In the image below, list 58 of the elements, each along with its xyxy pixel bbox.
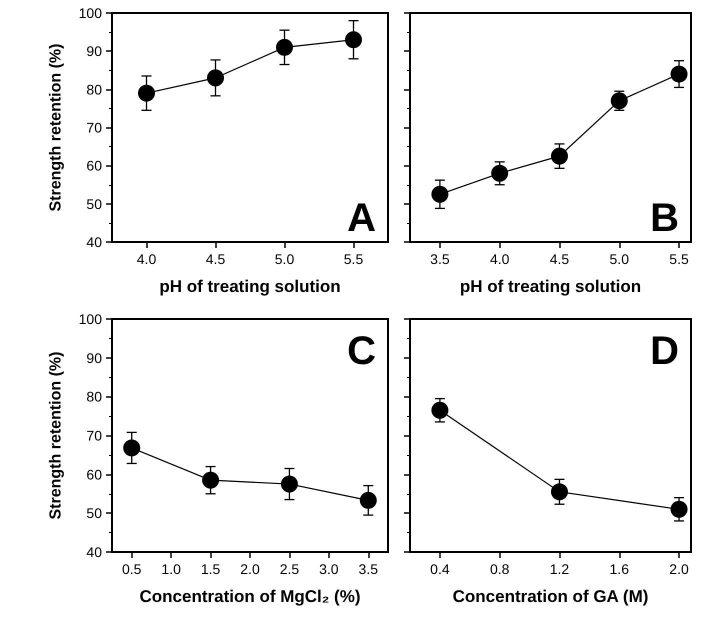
point [431, 186, 448, 203]
x-axis-title: Concentration of GA (M) [452, 587, 648, 606]
x-tick-label: 1.0 [161, 561, 182, 577]
point [280, 476, 298, 493]
x-tick-label: 2.0 [669, 561, 689, 577]
point [550, 148, 568, 165]
y-tick-label: 40 [86, 544, 102, 560]
y-tick-label: 60 [86, 158, 102, 174]
annotation: A [347, 196, 376, 240]
point [610, 92, 628, 110]
point [360, 492, 377, 509]
x-tick-label: 4.5 [206, 251, 226, 267]
point [345, 31, 362, 48]
y-tick-label: 40 [86, 234, 102, 250]
y-tick-label: 80 [86, 388, 102, 405]
x-tick-label: 1.2 [550, 561, 570, 577]
x-axis-title: pH of treating solution [159, 277, 341, 296]
annotation: C [347, 329, 376, 373]
x-tick-label: 1.5 [200, 561, 221, 577]
x-tick-label: 0.5 [122, 561, 142, 577]
point [207, 69, 224, 86]
x-tick-label: 3.5 [358, 561, 378, 577]
y-tick-label: 80 [86, 81, 102, 98]
x-tick-label: 4.0 [136, 251, 156, 267]
y-axis-title: Strength retention (%) [48, 44, 64, 212]
x-tick-label: 5.5 [669, 251, 689, 267]
point [276, 38, 293, 56]
x-tick-label: 5.5 [344, 251, 364, 267]
y-axis-title: Strength retention (%) [48, 352, 64, 520]
x-axis-title: Concentration of MgCl₂ (%) [140, 587, 360, 606]
x-tick-label: 1.6 [610, 561, 630, 577]
x-tick-label: 5.0 [274, 251, 294, 267]
y-tick-label: 100 [78, 311, 102, 327]
y-tick-label: 70 [86, 428, 102, 444]
x-tick-label: 4.0 [490, 251, 510, 267]
y-tick-label: 50 [86, 505, 102, 522]
x-tick-label: 4.5 [550, 251, 570, 267]
x-axis-title: pH of treating solution [460, 277, 642, 296]
point [123, 439, 140, 456]
point [670, 66, 688, 83]
y-tick-label: 90 [86, 350, 102, 366]
x-tick-label: 5.0 [610, 251, 630, 267]
point [491, 164, 508, 182]
point [202, 472, 220, 489]
y-tick-label: 60 [86, 466, 102, 482]
x-tick-label: 3.0 [319, 561, 339, 577]
x-tick-label: 3.5 [430, 251, 450, 267]
x-tick-label: 0.8 [490, 561, 510, 577]
point [138, 84, 155, 102]
annotation: D [650, 329, 680, 373]
x-tick-label: 2.0 [240, 561, 260, 577]
x-tick-label: 2.5 [280, 561, 300, 577]
y-tick-label: 50 [86, 196, 102, 212]
y-tick-label: 70 [86, 120, 102, 136]
y-tick-label: 100 [78, 5, 102, 21]
x-tick-label: 0.4 [430, 561, 450, 577]
annotation: B [650, 196, 680, 240]
y-tick-label: 90 [86, 43, 102, 60]
